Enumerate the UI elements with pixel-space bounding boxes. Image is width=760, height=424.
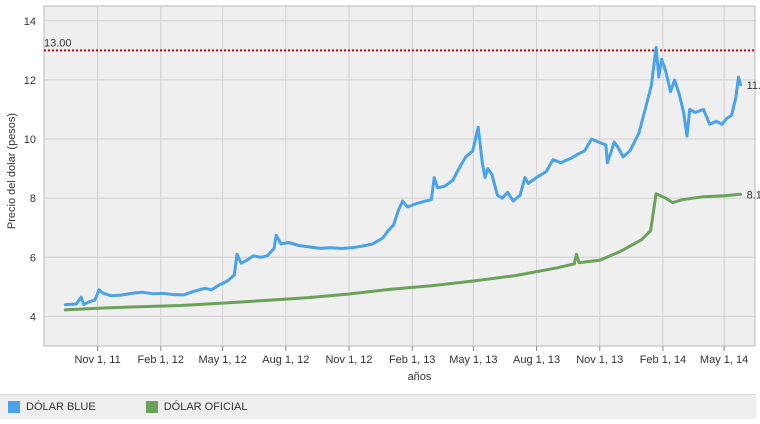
reference-line-label: 13.00 — [44, 37, 72, 49]
x-tick-label: Aug 1, 12 — [262, 354, 309, 366]
x-tick-label: May 1, 14 — [700, 354, 748, 366]
x-tick-label: Feb 1, 14 — [640, 354, 686, 366]
y-tick-label: 6 — [30, 252, 36, 264]
plot-area — [43, 5, 756, 347]
legend-label-blue: DÓLAR BLUE — [26, 401, 96, 413]
y-tick-label: 12 — [24, 75, 36, 87]
line-chart: 4 6 8 10 12 14 Nov 1, 11 Feb 1, 12 May 1, 12 Aug … — [6, 5, 760, 383]
x-tick-label: Nov 1, 11 — [74, 354, 120, 366]
x-tick-label: Feb 1, 12 — [138, 354, 184, 366]
legend-label-oficial: DÓLAR OFICIAL — [163, 401, 248, 413]
x-tick-label: Feb 1, 13 — [389, 354, 435, 366]
legend: DÓLAR BLUE DÓLAR OFICIAL — [0, 394, 756, 419]
x-axis-title: años — [408, 371, 432, 383]
y-tick-label: 10 — [24, 134, 36, 146]
x-tick-label: May 1, 12 — [198, 354, 246, 366]
legend-item-blue[interactable]: DÓLAR BLUE — [8, 401, 96, 413]
x-tick-label: Aug 1, 13 — [513, 354, 560, 366]
x-tick-label: Nov 1, 12 — [325, 354, 372, 366]
y-tick-label: 14 — [24, 16, 36, 28]
x-tick-label: May 1, 13 — [449, 354, 497, 366]
y-axis-title: Precio del dolar (pesos) — [6, 113, 18, 229]
series-line-blue — [63, 45, 743, 307]
x-tick-label: Nov 1, 13 — [576, 354, 623, 366]
y-tick-label: 4 — [30, 311, 36, 323]
legend-swatch-blue — [8, 401, 20, 413]
series-end-label: 8.13 — [747, 189, 760, 201]
series-line-oficial — [63, 192, 743, 312]
legend-swatch-oficial — [145, 401, 158, 413]
series-end-label: 11.83 — [747, 80, 760, 92]
legend-item-oficial[interactable]: DÓLAR OFICIAL — [145, 401, 248, 413]
y-tick-label: 8 — [30, 193, 36, 205]
